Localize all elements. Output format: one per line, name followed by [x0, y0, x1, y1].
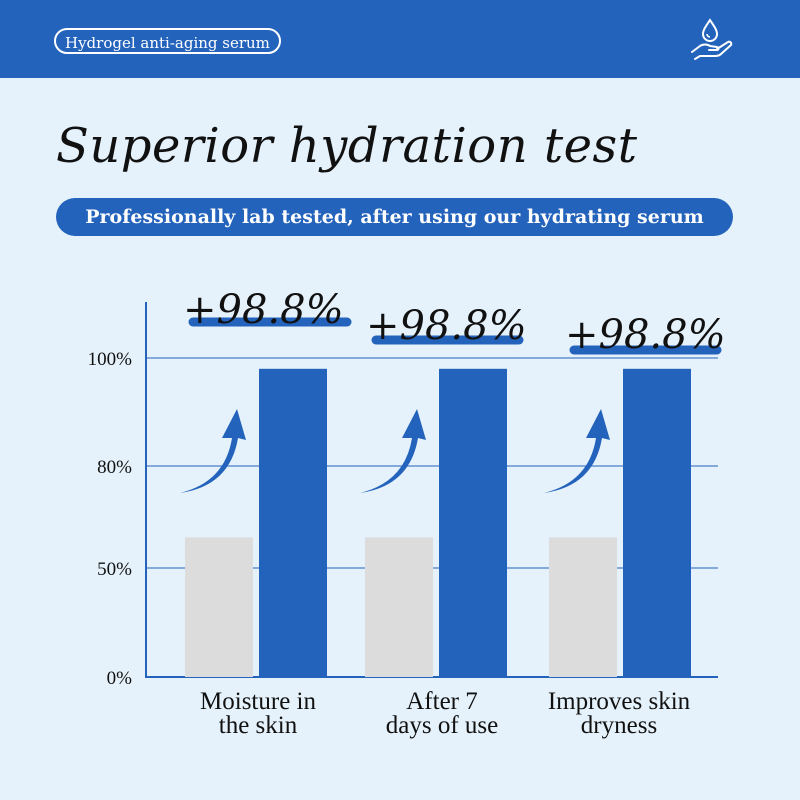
- up-arrow-icon: [544, 409, 610, 493]
- category-label: Improves skin: [548, 688, 691, 715]
- category-label: the skin: [219, 712, 298, 739]
- bar-before: [185, 537, 253, 677]
- up-arrow-icon: [360, 409, 426, 493]
- up-arrow-icon: [180, 409, 246, 493]
- category-label: dryness: [581, 712, 657, 739]
- bar-after: [623, 368, 691, 677]
- bar-before: [549, 537, 617, 677]
- water-drop-hand-icon: [691, 18, 733, 60]
- subtitle-banner: Professionally lab tested, after using o…: [56, 198, 733, 236]
- growth-annotation: +98.8%: [366, 303, 527, 349]
- y-tick-label: 50%: [97, 559, 132, 580]
- bar-after: [439, 368, 507, 677]
- category-label: days of use: [386, 712, 498, 739]
- bar-after: [259, 368, 327, 677]
- product-tag: Hydrogel anti-aging serum: [54, 28, 281, 54]
- category-label: Moisture in: [200, 688, 316, 715]
- bar-before: [365, 537, 433, 677]
- y-tick-label: 100%: [88, 349, 133, 370]
- y-tick-label: 80%: [97, 457, 132, 478]
- y-tick-label: 0%: [107, 668, 133, 689]
- category-label: After 7: [406, 688, 478, 715]
- growth-annotation: +98.8%: [565, 312, 726, 358]
- growth-annotation: +98.8%: [183, 287, 344, 333]
- header-bar: Hydrogel anti-aging serum: [0, 0, 800, 78]
- page-title: Superior hydration test: [56, 118, 638, 174]
